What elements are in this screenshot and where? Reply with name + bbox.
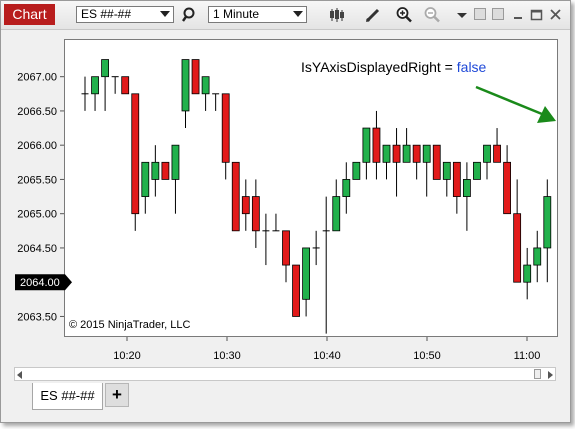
- interval-selector[interactable]: 1 Minute: [208, 6, 307, 23]
- y-tick-label: 2066.00: [17, 140, 57, 152]
- add-tab-button[interactable]: +: [105, 383, 129, 407]
- candle-body: [372, 127, 381, 163]
- candle-body: [513, 213, 522, 283]
- candle-body: [382, 144, 391, 163]
- y-tick-label: 2065.50: [17, 174, 57, 186]
- y-tick-label: 2065.00: [17, 209, 57, 221]
- scroll-left-icon[interactable]: [17, 371, 22, 379]
- price-marker: [15, 274, 72, 291]
- drawing-tool-icon[interactable]: [363, 5, 383, 25]
- candle-body: [412, 144, 421, 163]
- annotation: IsYAxisDisplayedRight = false: [301, 59, 486, 75]
- search-icon[interactable]: [179, 5, 199, 25]
- x-tick-label: 10:40: [313, 350, 341, 362]
- candle-body: [462, 179, 471, 197]
- candle-body: [131, 93, 140, 215]
- instrument-tab[interactable]: ES ##-##: [32, 383, 103, 410]
- candle-body: [493, 144, 501, 163]
- chevron-down-icon: [293, 11, 303, 17]
- chart-tab[interactable]: Chart: [4, 4, 55, 25]
- zoom-out-icon[interactable]: [422, 5, 442, 25]
- candle-body: [251, 196, 260, 232]
- instrument-selector[interactable]: ES ##-##: [76, 6, 174, 23]
- price-marker-label: 2064.00: [20, 277, 60, 289]
- candle-body: [402, 144, 411, 163]
- interval-value: 1 Minute: [213, 7, 260, 21]
- candle-body: [231, 161, 240, 232]
- chevron-down-icon: [160, 11, 170, 17]
- y-tick-label: 2066.50: [17, 106, 57, 118]
- x-tick-label: 10:30: [213, 350, 241, 362]
- candle-body: [473, 161, 481, 180]
- candle-body: [342, 179, 351, 197]
- candle-body: [392, 144, 401, 163]
- gray-box-icon[interactable]: [474, 8, 486, 20]
- chart-window: Chart ES ##-## 1 Minute: [0, 0, 571, 423]
- candle-body: [352, 161, 361, 180]
- candle-body: [523, 264, 532, 283]
- minimize-icon[interactable]: [509, 5, 529, 25]
- candle-body: [362, 127, 371, 163]
- candle-body: [432, 144, 441, 180]
- candle-body: [533, 247, 542, 266]
- candle-body: [543, 196, 552, 249]
- candle-body: [161, 161, 170, 180]
- zoom-in-icon[interactable]: [394, 5, 414, 25]
- scroll-thumb[interactable]: [534, 369, 541, 379]
- y-tick-label: 2067.00: [17, 72, 57, 84]
- candle-body: [483, 144, 491, 163]
- candle-body: [151, 161, 160, 180]
- gray-box-icon[interactable]: [492, 8, 504, 20]
- candle-body: [191, 59, 200, 95]
- candle-body: [141, 161, 150, 197]
- bar-type-icon[interactable]: [327, 5, 347, 25]
- candle-body: [221, 93, 230, 163]
- candle-body: [292, 264, 300, 317]
- x-tick-label: 10:20: [113, 350, 141, 362]
- candle-body: [282, 230, 290, 266]
- x-tick-label: 11:00: [514, 350, 541, 362]
- annotation-property: IsYAxisDisplayedRight =: [301, 59, 453, 75]
- candle-body: [171, 144, 180, 180]
- candle-body: [442, 161, 451, 180]
- candle-body: [302, 247, 311, 300]
- candle-body: [332, 196, 341, 232]
- dropdown-icon[interactable]: [452, 5, 472, 25]
- copyright-text: © 2015 NinjaTrader, LLC: [69, 319, 190, 331]
- candle-body: [201, 76, 210, 95]
- candle-body: [422, 144, 431, 163]
- instrument-value: ES ##-##: [81, 7, 132, 21]
- price-chart: 2067.00 2066.50 2066.00 2065.50 2065.00 2064.…: [15, 59, 556, 362]
- scroll-right-icon[interactable]: [548, 371, 553, 379]
- x-tick-label: 10:50: [413, 350, 441, 362]
- horizontal-scrollbar[interactable]: [14, 367, 556, 381]
- maximize-icon[interactable]: [527, 5, 547, 25]
- close-icon[interactable]: [546, 5, 566, 25]
- annotation-value: false: [456, 59, 487, 75]
- toolbar: Chart ES ##-## 1 Minute: [1, 1, 570, 30]
- candle-body: [181, 59, 190, 112]
- candle-body: [452, 161, 461, 197]
- y-tick-label: 2063.50: [17, 311, 57, 323]
- candle-body: [241, 196, 250, 215]
- candle-body: [503, 161, 512, 215]
- annotation-arrow-line: [475, 85, 543, 116]
- candle-body: [101, 59, 109, 78]
- candle-body: [91, 76, 99, 95]
- candle-body: [121, 76, 130, 95]
- arrow-icon: [537, 106, 556, 123]
- y-tick-label: 2064.50: [17, 243, 57, 255]
